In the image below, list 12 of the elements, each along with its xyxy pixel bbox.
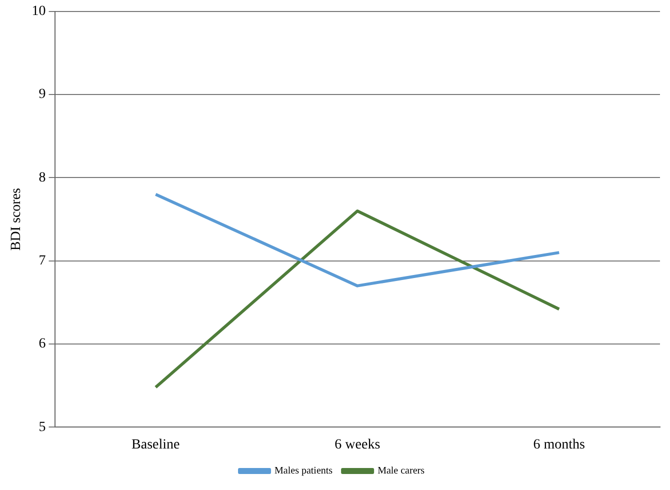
legend-label: Males patients xyxy=(274,466,333,477)
y-tick-label: 10 xyxy=(32,4,46,20)
x-tick-label: 6 weeks xyxy=(334,437,380,452)
y-tick-label: 7 xyxy=(38,254,46,269)
y-axis-title: BDI scores xyxy=(9,188,24,251)
x-tick-label: 6 months xyxy=(533,437,585,452)
y-tick-label: 8 xyxy=(38,170,46,186)
y-tick-label: 6 xyxy=(38,336,46,352)
y-tick-label: 9 xyxy=(38,87,46,102)
y-tick-label: 5 xyxy=(38,420,46,435)
x-tick-label: Baseline xyxy=(132,437,180,452)
legend-label: Male carers xyxy=(378,466,425,477)
